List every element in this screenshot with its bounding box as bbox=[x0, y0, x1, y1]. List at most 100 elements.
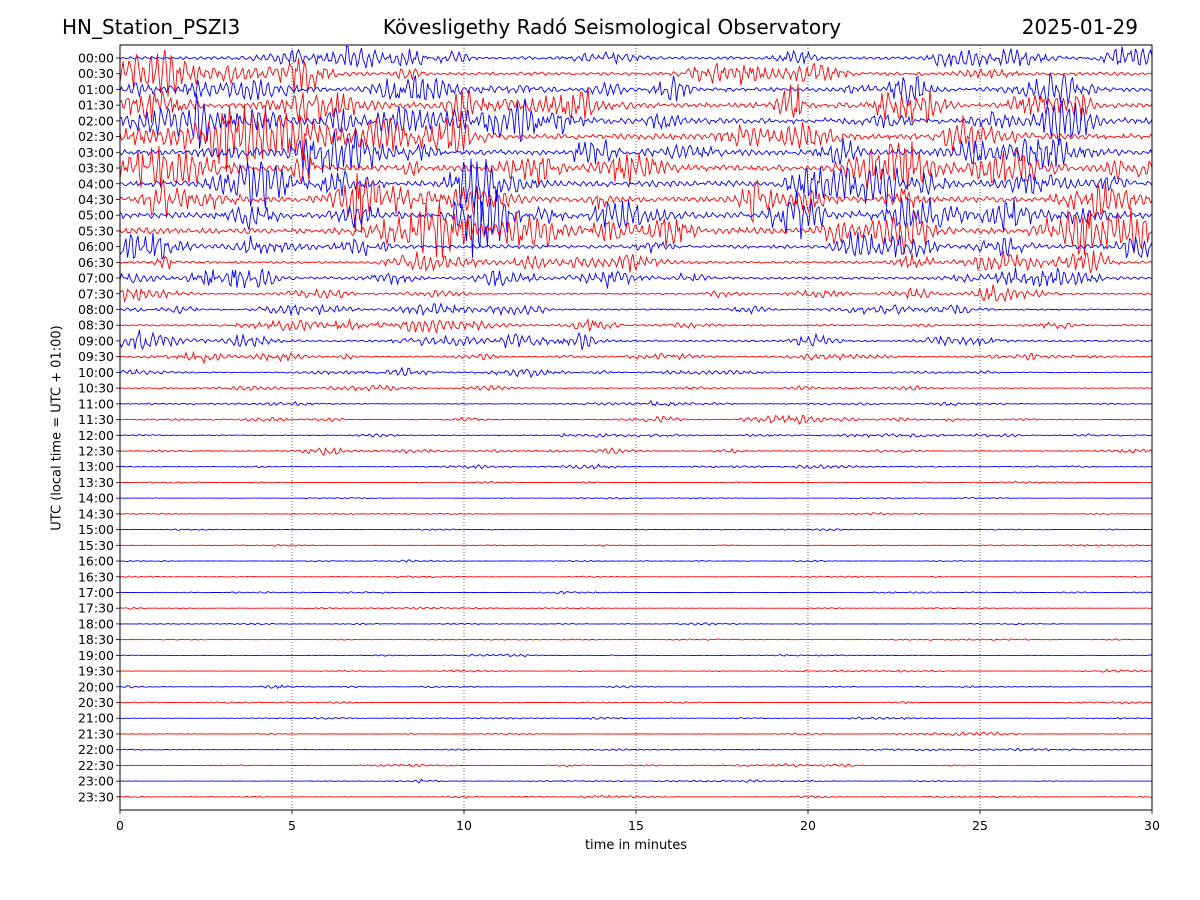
trace-2330 bbox=[120, 794, 1153, 799]
row-label-1600: 16:00 bbox=[78, 554, 114, 569]
row-label-0730: 07:30 bbox=[78, 286, 114, 301]
row-label-1800: 18:00 bbox=[78, 616, 114, 631]
row-label-0630: 06:30 bbox=[78, 255, 114, 270]
trace-2130 bbox=[119, 731, 1152, 737]
row-label-0030: 00:30 bbox=[78, 66, 114, 81]
x-tick-label-30: 30 bbox=[1144, 818, 1160, 833]
trace-0200 bbox=[119, 93, 1153, 149]
trace-1630 bbox=[119, 575, 1153, 579]
plot-frame bbox=[119, 44, 1153, 811]
row-label-0900: 09:00 bbox=[78, 333, 114, 348]
row-label-0300: 03:00 bbox=[78, 145, 114, 160]
trace-0300 bbox=[119, 128, 1153, 176]
row-label-1630: 16:30 bbox=[78, 569, 114, 584]
trace-1430 bbox=[119, 512, 1153, 516]
x-tick-label-20: 20 bbox=[800, 818, 816, 833]
trace-0900 bbox=[119, 329, 1153, 351]
row-label-1130: 11:30 bbox=[78, 412, 114, 427]
row-label-2130: 21:30 bbox=[78, 726, 114, 741]
row-label-1830: 18:30 bbox=[78, 632, 114, 647]
trace-1200 bbox=[120, 432, 1153, 438]
row-label-2100: 21:00 bbox=[78, 711, 114, 726]
row-label-1030: 10:30 bbox=[78, 381, 114, 396]
row-label-0130: 01:30 bbox=[78, 98, 114, 113]
row-label-1900: 19:00 bbox=[78, 648, 114, 663]
row-label-0930: 09:30 bbox=[78, 349, 114, 364]
row-label-2300: 23:00 bbox=[78, 774, 114, 789]
row-label-0400: 04:00 bbox=[78, 176, 114, 191]
trace-0930 bbox=[119, 350, 1153, 365]
trace-2000 bbox=[119, 684, 1153, 690]
row-label-1730: 17:30 bbox=[78, 601, 114, 616]
x-tick-label-5: 5 bbox=[288, 818, 296, 833]
trace-1930 bbox=[119, 668, 1153, 673]
trace-1730 bbox=[119, 606, 1153, 610]
row-label-0000: 00:00 bbox=[78, 51, 114, 66]
trace-1000 bbox=[119, 366, 1153, 379]
row-label-2200: 22:00 bbox=[78, 742, 114, 757]
trace-1900 bbox=[120, 653, 1153, 658]
trace-1400 bbox=[120, 496, 1152, 500]
row-label-0830: 08:30 bbox=[78, 318, 114, 333]
trace-1130 bbox=[119, 414, 1153, 425]
station-name: HN_Station_PSZI3 bbox=[62, 15, 241, 39]
row-time-labels: 00:0000:3001:0001:3002:0002:3003:0003:30… bbox=[78, 51, 120, 804]
trace-0330 bbox=[119, 141, 1153, 190]
trace-2200 bbox=[120, 747, 1153, 752]
trace-0530 bbox=[119, 202, 1153, 258]
trace-1600 bbox=[119, 559, 1152, 563]
row-label-0530: 05:30 bbox=[78, 223, 114, 238]
row-label-1000: 10:00 bbox=[78, 365, 114, 380]
y-axis-label: UTC (local time = UTC + 01:00) bbox=[49, 325, 65, 531]
row-label-0700: 07:00 bbox=[78, 271, 114, 286]
row-label-2230: 22:30 bbox=[78, 758, 114, 773]
row-label-1700: 17:00 bbox=[78, 585, 114, 600]
trace-0630 bbox=[119, 250, 1153, 274]
row-label-1230: 12:30 bbox=[78, 444, 114, 459]
x-tick-label-10: 10 bbox=[456, 818, 472, 833]
trace-0830 bbox=[119, 317, 1153, 334]
row-label-2000: 20:00 bbox=[78, 679, 114, 694]
row-label-2330: 23:30 bbox=[78, 789, 114, 804]
trace-0700 bbox=[119, 267, 1152, 289]
trace-0600 bbox=[119, 231, 1153, 261]
trace-1700 bbox=[119, 591, 1153, 595]
row-label-0430: 04:30 bbox=[78, 192, 114, 207]
trace-1300 bbox=[119, 463, 1153, 470]
row-label-1330: 13:30 bbox=[78, 475, 114, 490]
trace-0230 bbox=[119, 105, 1153, 172]
x-tick-label-0: 0 bbox=[116, 818, 124, 833]
row-label-0600: 06:00 bbox=[78, 239, 114, 254]
trace-0430 bbox=[119, 173, 1153, 234]
trace-2300 bbox=[119, 778, 1152, 784]
trace-1830 bbox=[120, 638, 1153, 641]
x-axis-ticks: 0 5 10 15 20 25 30 bbox=[116, 810, 1160, 833]
row-label-1400: 14:00 bbox=[78, 491, 114, 506]
row-label-1430: 14:30 bbox=[78, 506, 114, 521]
seismogram-traces bbox=[119, 45, 1153, 799]
trace-0030 bbox=[119, 49, 1153, 97]
trace-0800 bbox=[119, 302, 1153, 317]
observatory-title: Kövesligethy Radó Seismological Observat… bbox=[382, 15, 842, 39]
trace-0130 bbox=[119, 84, 1153, 124]
trace-1100 bbox=[119, 399, 1153, 407]
trace-1330 bbox=[120, 480, 1152, 484]
row-label-0330: 03:30 bbox=[78, 161, 114, 176]
row-label-0500: 05:00 bbox=[78, 208, 114, 223]
row-label-1300: 13:00 bbox=[78, 459, 114, 474]
row-label-1100: 11:00 bbox=[78, 396, 114, 411]
row-label-1930: 19:30 bbox=[78, 664, 114, 679]
trace-0730 bbox=[119, 284, 1153, 303]
row-label-1500: 15:00 bbox=[78, 522, 114, 537]
row-label-1530: 15:30 bbox=[78, 538, 114, 553]
trace-2100 bbox=[119, 716, 1153, 720]
trace-0100 bbox=[119, 72, 1153, 106]
row-label-0230: 02:30 bbox=[78, 129, 114, 144]
x-tick-label-15: 15 bbox=[628, 818, 644, 833]
trace-1230 bbox=[119, 447, 1153, 457]
trace-0000 bbox=[119, 45, 1153, 69]
trace-0500 bbox=[119, 186, 1153, 258]
trace-2230 bbox=[119, 763, 1153, 768]
x-tick-label-25: 25 bbox=[972, 818, 988, 833]
